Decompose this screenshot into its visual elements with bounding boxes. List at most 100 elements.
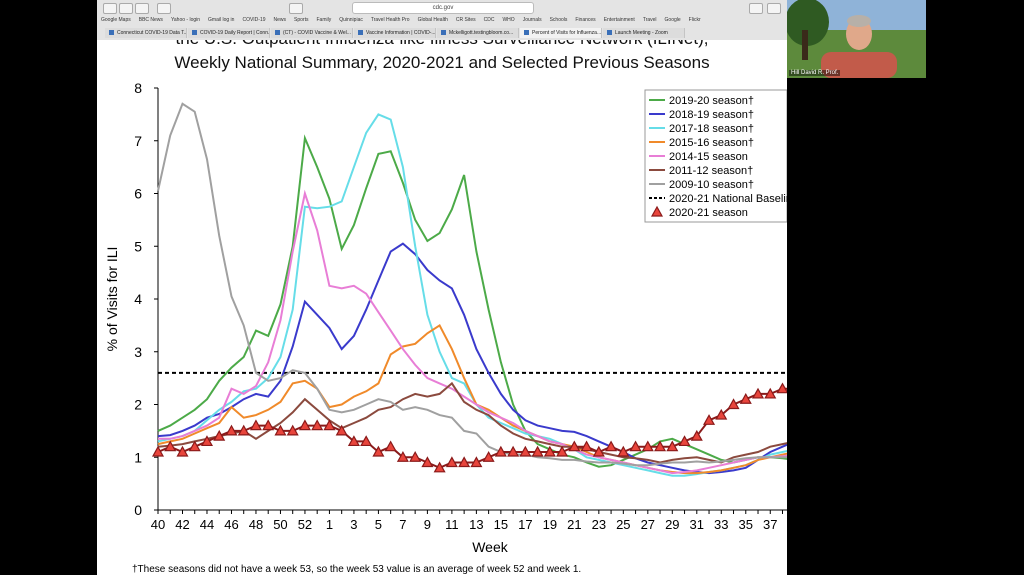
x-tick-label: 33: [714, 517, 728, 532]
data-point-marker: [531, 445, 544, 457]
participant-video: [787, 0, 926, 78]
bookmark-item[interactable]: Google: [664, 17, 681, 23]
bookmark-item[interactable]: Yahoo - login: [170, 17, 201, 23]
data-point-marker: [188, 440, 201, 452]
legend-label: 2011-12 season†: [669, 165, 753, 177]
legend-label: 2019-20 season†: [669, 95, 754, 107]
data-point-marker: [678, 435, 691, 447]
privacy-shield-icon[interactable]: [289, 3, 303, 14]
bookmark-item[interactable]: COVID-19: [242, 17, 266, 23]
tab-label: Percent of Visits for Influenza...: [532, 30, 602, 36]
y-tick-label: 0: [134, 502, 142, 518]
address-bar[interactable]: cdc.gov: [352, 2, 534, 14]
data-point-marker: [458, 456, 471, 468]
data-point-marker: [151, 445, 165, 457]
x-tick-label: 29: [665, 517, 679, 532]
x-tick-label: 17: [518, 517, 532, 532]
tab-label: Launch Meeting - Zoom: [615, 30, 668, 36]
bookmark-item[interactable]: Sports: [294, 17, 309, 23]
data-point-marker: [225, 424, 238, 436]
tab-favicon-icon: [192, 30, 197, 36]
bookmark-item[interactable]: Entertainment: [603, 17, 635, 23]
data-point-marker: [176, 445, 189, 457]
bookmark-item[interactable]: WHO: [502, 17, 515, 23]
data-point-marker: [482, 451, 495, 462]
data-point-marker: [617, 445, 630, 457]
tab-label: Connecticut COVID-19 Data T...: [117, 30, 187, 36]
x-tick-label: 7: [399, 517, 406, 532]
bookmark-item[interactable]: Travel Health Pro: [370, 17, 410, 23]
back-icon[interactable]: [119, 3, 133, 14]
new-tab-icon[interactable]: [767, 3, 781, 14]
data-point-marker: [372, 445, 385, 457]
x-tick-label: 19: [543, 517, 557, 532]
close-window-icon[interactable]: [103, 3, 117, 14]
share-icon[interactable]: [749, 3, 763, 14]
bookmarks-bar: Google Maps BBC News Yahoo - login Gmail lo…: [97, 15, 787, 26]
data-point-marker: [507, 445, 520, 457]
data-point-marker: [654, 440, 667, 452]
x-tick-label: 48: [249, 517, 263, 532]
bookmark-item[interactable]: Travel: [642, 17, 657, 23]
data-point-marker: [433, 461, 446, 473]
data-point-marker: [556, 445, 569, 457]
browser-tab[interactable]: (CT) - COVID Vaccine & Wel...: [271, 28, 353, 38]
x-tick-label: 23: [592, 517, 606, 532]
y-tick-label: 8: [134, 80, 142, 96]
data-point-marker: [445, 456, 458, 468]
data-point-marker: [519, 445, 532, 457]
data-point-marker: [286, 424, 299, 436]
legend-label: 2015-16 season†: [669, 137, 754, 149]
data-point-marker: [592, 445, 605, 457]
data-point-marker: [715, 408, 728, 420]
participant-name: Hill David R. Prof.: [789, 70, 841, 76]
video-participant-tile[interactable]: Hill David R. Prof.: [787, 0, 926, 78]
browser-toolbar: cdc.gov: [97, 0, 787, 14]
x-tick-label: 11: [445, 517, 459, 532]
bookmark-item[interactable]: News: [273, 17, 287, 23]
data-point-marker: [311, 419, 324, 431]
bookmark-item[interactable]: Finances: [575, 17, 596, 23]
bookmark-item[interactable]: Google Maps: [101, 17, 131, 23]
bookmark-item[interactable]: Global Health: [417, 17, 448, 23]
data-point-marker: [262, 419, 275, 431]
forward-icon[interactable]: [135, 3, 149, 14]
sidebar-icon[interactable]: [157, 3, 171, 14]
bookmark-item[interactable]: Journals: [522, 17, 542, 23]
bookmark-item[interactable]: Gmail log in: [208, 17, 235, 23]
browser-tab[interactable]: Connecticut COVID-19 Data T...: [105, 28, 187, 38]
data-point-marker: [605, 440, 618, 452]
data-point-marker: [641, 440, 654, 452]
browser-tab[interactable]: Percent of Visits for Influenza...: [520, 28, 602, 38]
bookmark-item[interactable]: Flickr: [688, 17, 701, 23]
tab-label: (CT) - COVID Vaccine & Wel...: [283, 30, 351, 36]
legend-label: 2020-21 National Baseline: [669, 193, 787, 205]
x-tick-label: 15: [494, 517, 508, 532]
bookmark-item[interactable]: Family: [316, 17, 332, 23]
data-point-marker: [776, 382, 787, 394]
bookmark-item[interactable]: Quinnipiac: [339, 17, 363, 23]
bookmark-item[interactable]: BBC News: [138, 17, 163, 23]
browser-tab[interactable]: Mckelligott.testingbloom.co...: [437, 28, 519, 38]
tab-label: Vaccine Information | COVID-...: [366, 30, 436, 36]
data-point-marker: [360, 435, 373, 447]
bookmark-item[interactable]: CR Sites: [455, 17, 476, 23]
browser-tab[interactable]: Launch Meeting - Zoom: [603, 28, 685, 38]
data-point-marker: [237, 424, 250, 436]
tab-favicon-icon: [358, 30, 363, 36]
x-tick-label: 9: [424, 517, 431, 532]
y-tick-label: 2: [134, 397, 142, 413]
browser-tab[interactable]: COVID-19 Daily Report | Conn...: [188, 28, 270, 38]
legend-label: 2017-18 season†: [669, 123, 754, 135]
chart-footnote: †These seasons did not have a week 53, s…: [132, 564, 581, 575]
x-tick-label: 5: [375, 517, 382, 532]
legend-label: 2018-19 season†: [669, 109, 754, 121]
x-tick-label: 3: [350, 517, 357, 532]
y-tick-label: 3: [134, 344, 142, 360]
bookmark-item[interactable]: CDC: [483, 17, 495, 23]
x-tick-label: 27: [641, 517, 655, 532]
legend-label: 2009-10 season†: [669, 179, 754, 191]
bookmark-item[interactable]: Schools: [549, 17, 568, 23]
y-tick-label: 7: [134, 133, 142, 149]
browser-tab[interactable]: Vaccine Information | COVID-...: [354, 28, 436, 38]
